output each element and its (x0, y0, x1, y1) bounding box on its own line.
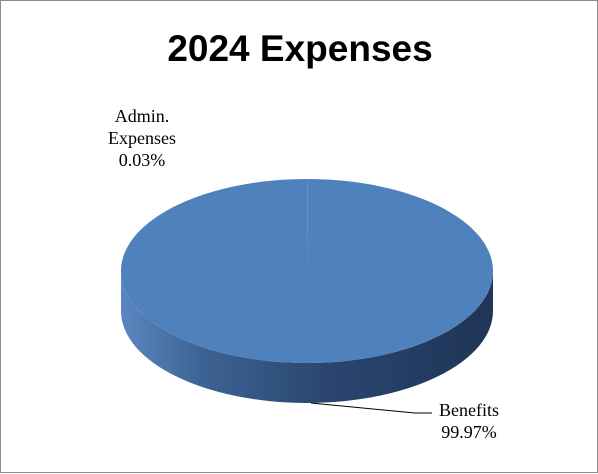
pie-slice-benefits (121, 179, 493, 363)
data-label-admin-line-1: Admin. (99, 105, 185, 127)
data-label-admin-line-2: Expenses (99, 127, 185, 149)
data-label-admin-expenses: Admin. Expenses 0.03% (99, 105, 185, 171)
leader-line-benefits (311, 403, 432, 413)
pie-layer (121, 179, 493, 403)
data-label-benefits: Benefits 99.97% (419, 399, 519, 443)
data-label-admin-percent: 0.03% (99, 149, 185, 171)
data-label-benefits-line-1: Benefits (419, 399, 519, 421)
leader-lines (311, 403, 432, 413)
data-label-benefits-percent: 99.97% (419, 421, 519, 443)
